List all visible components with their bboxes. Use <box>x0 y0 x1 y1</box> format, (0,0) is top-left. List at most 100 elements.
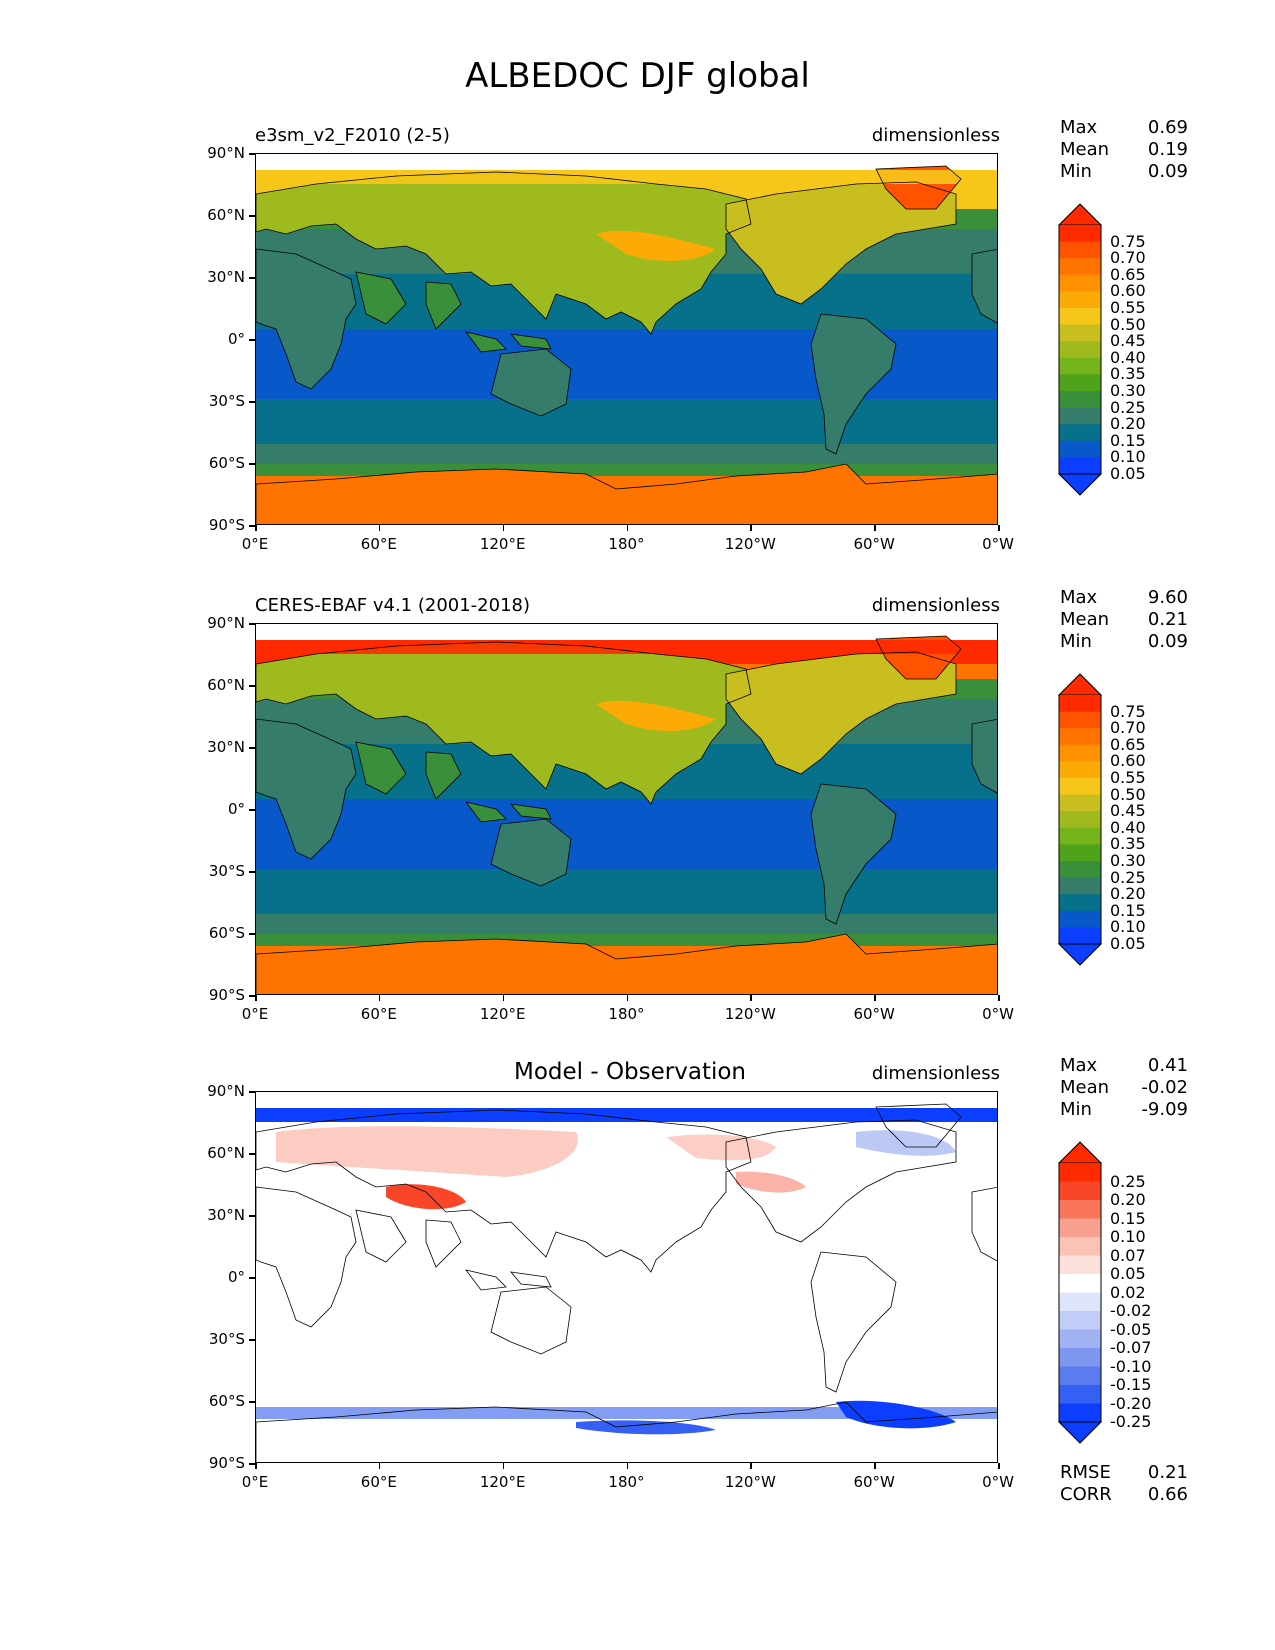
stat-value: 0.21 <box>1147 1462 1188 1483</box>
panel-units: dimensionless <box>871 1063 1000 1084</box>
colorbar-segment <box>1059 1274 1101 1293</box>
colorbar-segment <box>1059 357 1101 375</box>
colorbar-segment <box>1059 877 1101 895</box>
stat-name: Mean <box>1060 609 1110 630</box>
x-tick-mark <box>626 1463 628 1469</box>
colorbar-segment <box>1059 258 1101 276</box>
y-tick-mark <box>249 685 255 687</box>
y-tick-label: 90°S <box>208 1454 245 1472</box>
colorbar-label: 0.45 <box>1110 331 1146 351</box>
colorbar-segment <box>1059 1329 1101 1349</box>
stat-value: -0.02 <box>1141 1077 1188 1098</box>
x-tick-mark <box>378 995 381 1001</box>
x-tick-label: 60°W <box>853 1473 895 1491</box>
colorbar-segment <box>1059 728 1101 746</box>
stat-row: Min 0.09 <box>1060 161 1188 183</box>
colorbar-extend-min <box>1057 943 1103 966</box>
y-tick-mark <box>249 277 255 279</box>
stat-row: Max 0.69 <box>1060 117 1188 139</box>
colorbar-extend-min <box>1057 1421 1103 1444</box>
stat-value: 0.41 <box>1147 1055 1188 1076</box>
colorbar-segment <box>1059 894 1101 912</box>
x-tick-label: 120°W <box>724 1005 776 1023</box>
x-tick-label: 0°E <box>241 1473 269 1491</box>
stat-name: Min <box>1060 161 1092 182</box>
x-tick-mark <box>502 1463 505 1469</box>
colorbar-extend-max <box>1057 1141 1103 1164</box>
colorbar-label: 0.55 <box>1110 298 1146 317</box>
colorbar-segment <box>1059 291 1101 309</box>
stat-value: 0.19 <box>1147 139 1188 160</box>
colorbar-label: 0.75 <box>1110 231 1146 251</box>
y-tick-mark <box>249 339 255 341</box>
y-tick-label: 60°N <box>207 1144 245 1162</box>
x-tick-label: 0°E <box>241 535 269 553</box>
colorbar-segment <box>1059 324 1101 342</box>
colorbar-label: 0.50 <box>1110 314 1146 334</box>
colorbar <box>1057 673 1103 966</box>
colorbar-label: 0.20 <box>1110 414 1146 434</box>
x-tick-mark <box>378 525 381 531</box>
y-tick-label: 30°N <box>207 1206 245 1224</box>
colorbar-label: 0.10 <box>1110 1227 1146 1246</box>
y-tick-label: 60°S <box>208 1392 245 1410</box>
x-tick-mark <box>626 525 628 531</box>
stat-value: 0.09 <box>1147 161 1188 182</box>
y-tick-mark <box>249 1215 255 1217</box>
stat-row: Mean -0.02 <box>1060 1077 1188 1099</box>
colorbar-segment <box>1059 1255 1101 1275</box>
stat-value: 0.69 <box>1147 117 1188 138</box>
colorbar-label: 0.05 <box>1110 934 1146 953</box>
x-tick-label: 0°E <box>241 1005 269 1023</box>
y-tick-label: 30°N <box>207 268 245 286</box>
panel-units: dimensionless <box>871 125 1000 146</box>
colorbar-segment <box>1059 794 1101 812</box>
x-tick-mark <box>874 1463 876 1469</box>
y-tick-label: 60°N <box>207 206 245 224</box>
colorbar-segment <box>1059 827 1101 845</box>
colorbar-label: 0.40 <box>1110 817 1146 837</box>
stat-row: Mean 0.21 <box>1060 609 1188 631</box>
x-tick-label: 180° <box>608 1473 645 1491</box>
colorbar-segment <box>1059 1385 1101 1404</box>
colorbar-label: -0.10 <box>1110 1356 1152 1376</box>
y-tick-mark <box>249 623 255 625</box>
colorbar-label: 0.05 <box>1110 1264 1146 1283</box>
x-tick-label: 60°E <box>360 1473 397 1491</box>
stat-name: RMSE <box>1060 1462 1111 1483</box>
x-tick-mark <box>502 525 505 531</box>
map-field <box>256 1092 997 1462</box>
colorbar-label: 0.02 <box>1110 1282 1146 1302</box>
panel-title-left: e3sm_v2_F2010 (2-5) <box>255 125 450 146</box>
colorbar-segment <box>1059 927 1101 945</box>
y-tick-mark <box>249 1091 255 1093</box>
y-tick-label: 60°S <box>208 454 245 472</box>
x-tick-mark <box>750 525 752 531</box>
y-tick-mark <box>249 871 255 873</box>
y-tick-mark <box>249 401 255 403</box>
x-tick-mark <box>750 995 752 1001</box>
panel-units: dimensionless <box>871 595 1000 616</box>
colorbar-label: 0.30 <box>1110 851 1146 870</box>
colorbar-segment <box>1059 778 1101 796</box>
y-tick-mark <box>249 463 255 465</box>
colorbar-segment <box>1059 744 1101 762</box>
figure-title: ALBEDOC DJF global <box>465 56 810 96</box>
colorbar-label: 0.55 <box>1110 768 1146 787</box>
colorbar-segment <box>1059 761 1101 779</box>
y-tick-mark <box>249 1153 255 1155</box>
colorbar-segment <box>1059 391 1101 409</box>
x-tick-mark <box>255 995 257 1001</box>
map-panel: e3sm_v2_F2010 (2-5) dimensionless 90°N 60°N… <box>0 117 1275 570</box>
colorbar-segment <box>1059 844 1101 862</box>
map-plot-area <box>255 623 998 995</box>
y-tick-mark <box>249 215 255 217</box>
y-tick-mark <box>249 809 255 811</box>
colorbar-label: 0.50 <box>1110 784 1146 804</box>
colorbar-label: 0.25 <box>1110 397 1146 417</box>
x-tick-label: 60°E <box>360 1005 397 1023</box>
colorbar-segment <box>1059 1200 1101 1219</box>
colorbar-segment <box>1059 1292 1101 1312</box>
y-tick-mark <box>249 1401 255 1403</box>
map-field <box>256 154 997 524</box>
